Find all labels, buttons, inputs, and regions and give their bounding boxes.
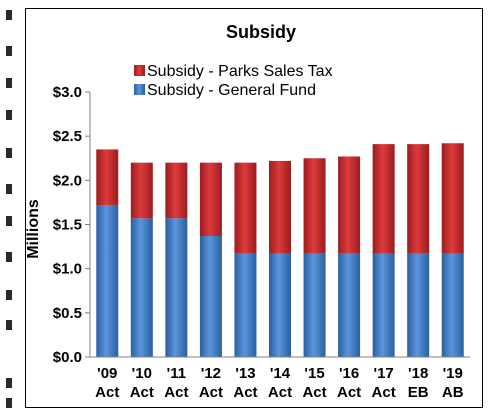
bar-parks-sales-tax: [199, 162, 222, 236]
bar-general-fund: [338, 253, 361, 357]
y-axis-title: Millions: [26, 199, 42, 259]
x-tick-label-year: '13: [235, 365, 255, 382]
legend: Subsidy - Parks Sales Tax Subsidy - Gene…: [134, 63, 333, 99]
x-tick-label-type: Act: [130, 384, 154, 401]
bar-general-fund: [96, 205, 119, 357]
bar-general-fund: [130, 218, 153, 357]
bar-general-fund: [234, 253, 257, 357]
bar-general-fund: [441, 253, 464, 357]
bar-general-fund: [303, 253, 326, 357]
x-tick-label-year: '18: [408, 365, 428, 382]
bar-parks-sales-tax: [234, 162, 257, 254]
bar-general-fund: [372, 253, 395, 357]
x-tick-label-year: '16: [339, 365, 359, 382]
legend-swatch-general-fund: [134, 84, 145, 95]
y-tick-label: $2.0: [53, 172, 82, 189]
bar-parks-sales-tax: [130, 162, 153, 219]
x-tick-label-year: '19: [443, 365, 463, 382]
x-tick-label-type: Act: [233, 384, 257, 401]
bar-parks-sales-tax: [372, 144, 395, 254]
x-axis-labels: '09 Act '10 Act '11 Act '12 Act '13 Act '14 Act '15 A…: [95, 365, 464, 401]
x-tick-label-type: Act: [268, 384, 292, 401]
bar-general-fund: [407, 253, 430, 357]
legend-label-general-fund: Subsidy - General Fund: [147, 82, 316, 99]
bar-parks-sales-tax: [269, 160, 291, 254]
bar-general-fund: [199, 235, 222, 357]
y-tick-label: $0.5: [53, 305, 82, 322]
y-tick-label: $2.5: [53, 128, 82, 145]
y-tick-label: $1.0: [53, 261, 82, 278]
bar-parks-sales-tax: [165, 162, 188, 219]
x-tick-label-year: '14: [270, 365, 291, 382]
bar-parks-sales-tax: [441, 143, 464, 254]
bar-general-fund: [269, 253, 291, 357]
x-tick-label-type: Act: [95, 384, 119, 401]
x-tick-label-year: '12: [201, 365, 221, 382]
x-tick-label-year: '09: [97, 365, 117, 382]
subsidy-chart: Subsidy Subsidy - Parks Sales Tax Subsid…: [26, 22, 470, 401]
bar-parks-sales-tax: [338, 156, 361, 254]
x-tick-label-type: Act: [199, 384, 223, 401]
x-tick-label-type: AB: [442, 384, 464, 401]
bar-parks-sales-tax: [96, 149, 119, 206]
x-tick-label-type: Act: [372, 384, 396, 401]
x-tick-label-year: '15: [304, 365, 324, 382]
y-tick-label: $1.5: [53, 217, 82, 234]
chart-title: Subsidy: [226, 22, 296, 42]
bar-parks-sales-tax: [407, 144, 430, 254]
y-axis-ticks: $0.0 $0.5 $1.0 $1.5 $2.0 $2.5 $3.0: [53, 84, 90, 366]
chart-area: Subsidy Subsidy - Parks Sales Tax Subsid…: [25, 8, 483, 408]
bars: [96, 143, 464, 357]
legend-label-parks-sales-tax: Subsidy - Parks Sales Tax: [147, 63, 333, 80]
x-tick-label-year: '11: [167, 365, 186, 382]
cropped-left-text: [0, 0, 20, 413]
x-tick-label-type: EB: [408, 384, 429, 401]
x-tick-label-type: Act: [337, 384, 361, 401]
bar-parks-sales-tax: [303, 158, 326, 254]
legend-swatch-parks-sales-tax: [134, 65, 145, 76]
x-tick-label-type: Act: [164, 384, 188, 401]
x-tick-label-type: Act: [302, 384, 326, 401]
y-tick-label: $3.0: [53, 84, 82, 101]
bar-general-fund: [165, 218, 188, 357]
x-tick-label-year: '17: [374, 365, 394, 382]
y-tick-label: $0.0: [53, 349, 82, 366]
x-tick-label-year: '10: [132, 365, 152, 382]
